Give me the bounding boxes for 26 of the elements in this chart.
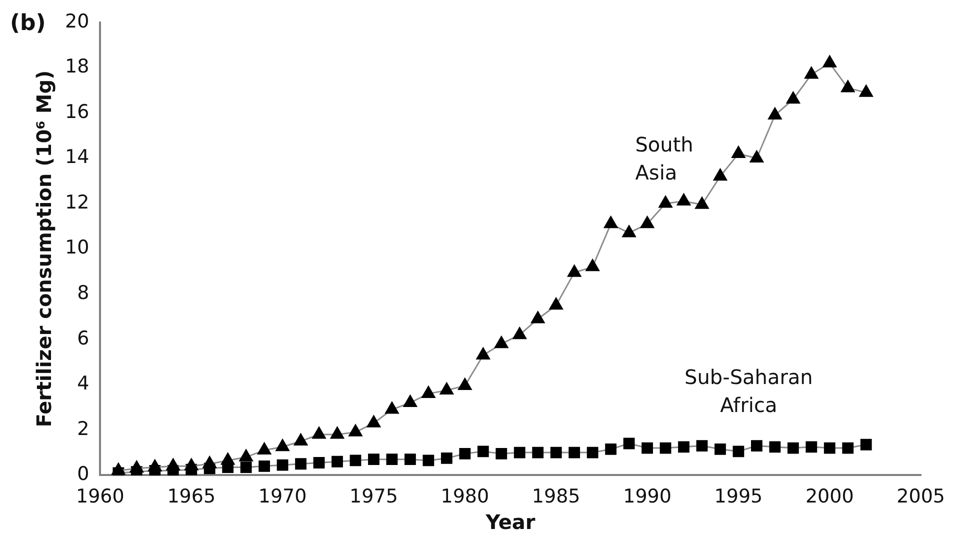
y-tick-label: 4 — [77, 372, 90, 395]
x-tick-label: 2005 — [896, 486, 946, 508]
y-tick-label: 12 — [64, 191, 90, 214]
x-axis-title: Year — [484, 510, 536, 534]
y-tick-label: 10 — [64, 236, 90, 259]
y-tick-label: 6 — [77, 327, 90, 350]
y-tick-label: 2 — [77, 418, 90, 440]
y-tick-label: 8 — [77, 282, 90, 304]
x-tick-label: 1975 — [350, 486, 398, 508]
y-tick-label: 20 — [64, 10, 90, 32]
x-tick-label: 1980 — [440, 486, 490, 508]
x-tick-label: 1970 — [258, 486, 307, 508]
x-tick-label: 1960 — [76, 486, 124, 508]
y-tick-label: 14 — [64, 146, 90, 168]
x-tick-label: 1995 — [714, 486, 763, 508]
x-tick-label: 1985 — [532, 486, 580, 508]
series-label: Sub-Saharan Africa — [684, 364, 813, 417]
series-label: South Asia — [635, 132, 694, 184]
x-tick-label: 2000 — [805, 486, 854, 508]
y-tick-label: 0 — [77, 463, 90, 486]
y-tick-label: 16 — [64, 100, 90, 123]
text: (b) — [10, 11, 46, 36]
y-axis-title: Fertilizer consumption (10⁶ Mg) — [32, 70, 56, 428]
x-tick-label: 1990 — [623, 486, 672, 508]
x-tick-label: 1965 — [167, 486, 216, 508]
y-tick-label: 18 — [64, 56, 90, 78]
